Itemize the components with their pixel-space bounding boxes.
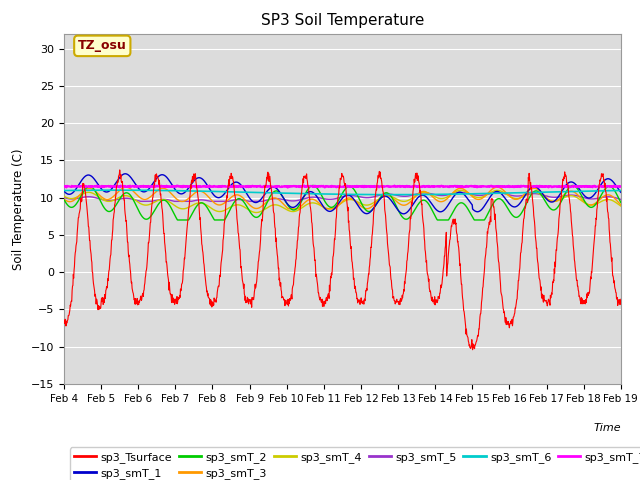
Legend: sp3_Tsurface, sp3_smT_1, sp3_smT_2, sp3_smT_3, sp3_smT_4, sp3_smT_5, sp3_smT_6, : sp3_Tsurface, sp3_smT_1, sp3_smT_2, sp3_… [70, 447, 640, 480]
Y-axis label: Soil Temperature (C): Soil Temperature (C) [12, 148, 26, 270]
Text: TZ_osu: TZ_osu [78, 39, 127, 52]
Title: SP3 Soil Temperature: SP3 Soil Temperature [260, 13, 424, 28]
Text: Time: Time [593, 422, 621, 432]
